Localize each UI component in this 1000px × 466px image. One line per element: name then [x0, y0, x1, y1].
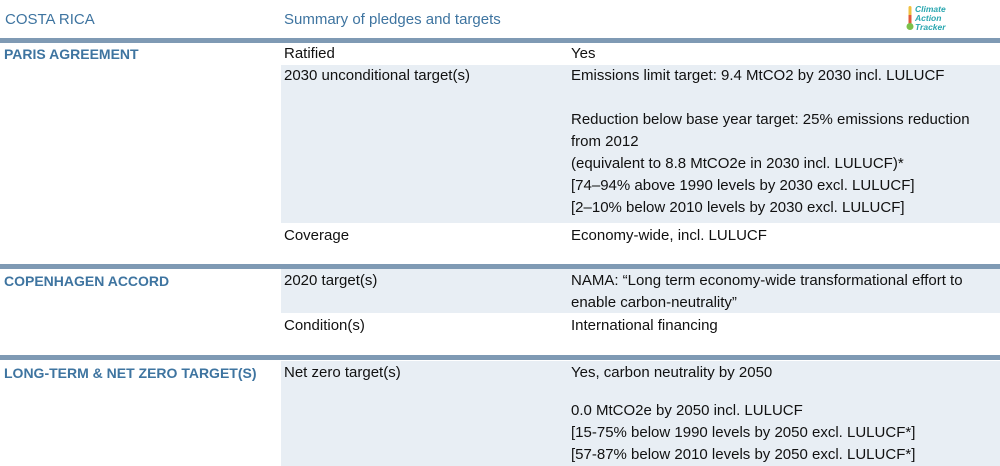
country-title: COSTA RICA — [5, 11, 95, 28]
section-divider — [0, 355, 1000, 360]
row-ratified: Ratified Yes — [281, 43, 1000, 65]
row-label: Condition(s) — [284, 317, 365, 334]
row-value: Yes, carbon neutrality by 2050 — [571, 364, 773, 381]
row-value: [57-87% below 2010 levels by 2050 excl. … — [571, 446, 916, 463]
row-value: Reduction below base year target: 25% em… — [571, 111, 970, 128]
section-title-paris: PARIS AGREEMENT — [4, 46, 139, 62]
summary-title: Summary of pledges and targets — [284, 11, 501, 28]
row-coverage: Coverage Economy-wide, incl. LULUCF — [281, 225, 1000, 247]
row-value: Emissions limit target: 9.4 MtCO2 by 203… — [571, 67, 945, 84]
row-value: NAMA: “Long term economy-wide transforma… — [571, 272, 963, 289]
row-value: Economy-wide, incl. LULUCF — [571, 227, 767, 244]
row-value: Yes — [571, 45, 596, 62]
row-conditions: Condition(s) International financing — [281, 315, 1000, 337]
section-divider — [0, 264, 1000, 269]
section-divider — [0, 38, 1000, 43]
section-title-longterm: LONG-TERM & NET ZERO TARGET(S) — [4, 365, 257, 381]
row-label: 2030 unconditional target(s) — [284, 67, 470, 84]
climate-action-tracker-logo: Climate Action Tracker — [898, 3, 958, 35]
row-value: enable carbon-neutrality” — [571, 294, 737, 311]
row-value: (equivalent to 8.8 MtCO2e in 2030 incl. … — [571, 155, 904, 172]
row-value: from 2012 — [571, 133, 639, 150]
row-net-zero: Net zero target(s) Yes, carbon neutralit… — [281, 361, 1000, 466]
row-label: 2020 target(s) — [284, 272, 378, 289]
row-2020-target: 2020 target(s) NAMA: “Long term economy-… — [281, 269, 1000, 313]
section-title-copenhagen: COPENHAGEN ACCORD — [4, 273, 170, 289]
row-label: Ratified — [284, 45, 335, 62]
row-label: Net zero target(s) — [284, 364, 401, 381]
row-value: International financing — [571, 317, 718, 334]
row-value: [15-75% below 1990 levels by 2050 excl. … — [571, 424, 916, 441]
row-label: Coverage — [284, 227, 350, 244]
row-value: 0.0 MtCO2e by 2050 incl. LULUCF — [571, 402, 803, 419]
header: COSTA RICA Summary of pledges and target… — [0, 0, 1000, 38]
row-2030-target: 2030 unconditional target(s) Emissions l… — [281, 65, 1000, 223]
row-value: [2–10% below 2010 levels by 2030 excl. L… — [571, 199, 905, 216]
row-value: [74–94% above 1990 levels by 2030 excl. … — [571, 177, 915, 194]
thermometer-icon — [906, 6, 914, 30]
